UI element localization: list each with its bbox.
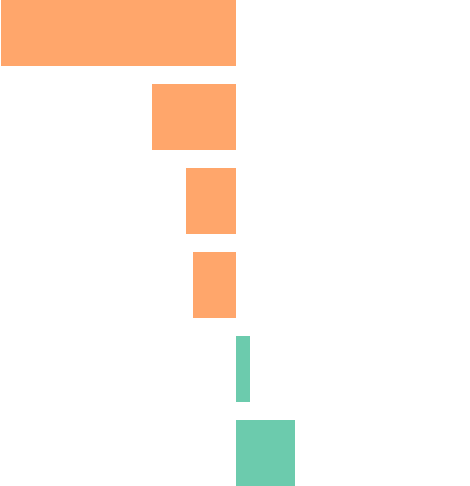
- bar: [193, 252, 236, 318]
- bar: [152, 84, 236, 150]
- bar: [236, 420, 295, 486]
- bar: [236, 336, 250, 402]
- bar: [186, 168, 236, 234]
- bar: [1, 0, 236, 66]
